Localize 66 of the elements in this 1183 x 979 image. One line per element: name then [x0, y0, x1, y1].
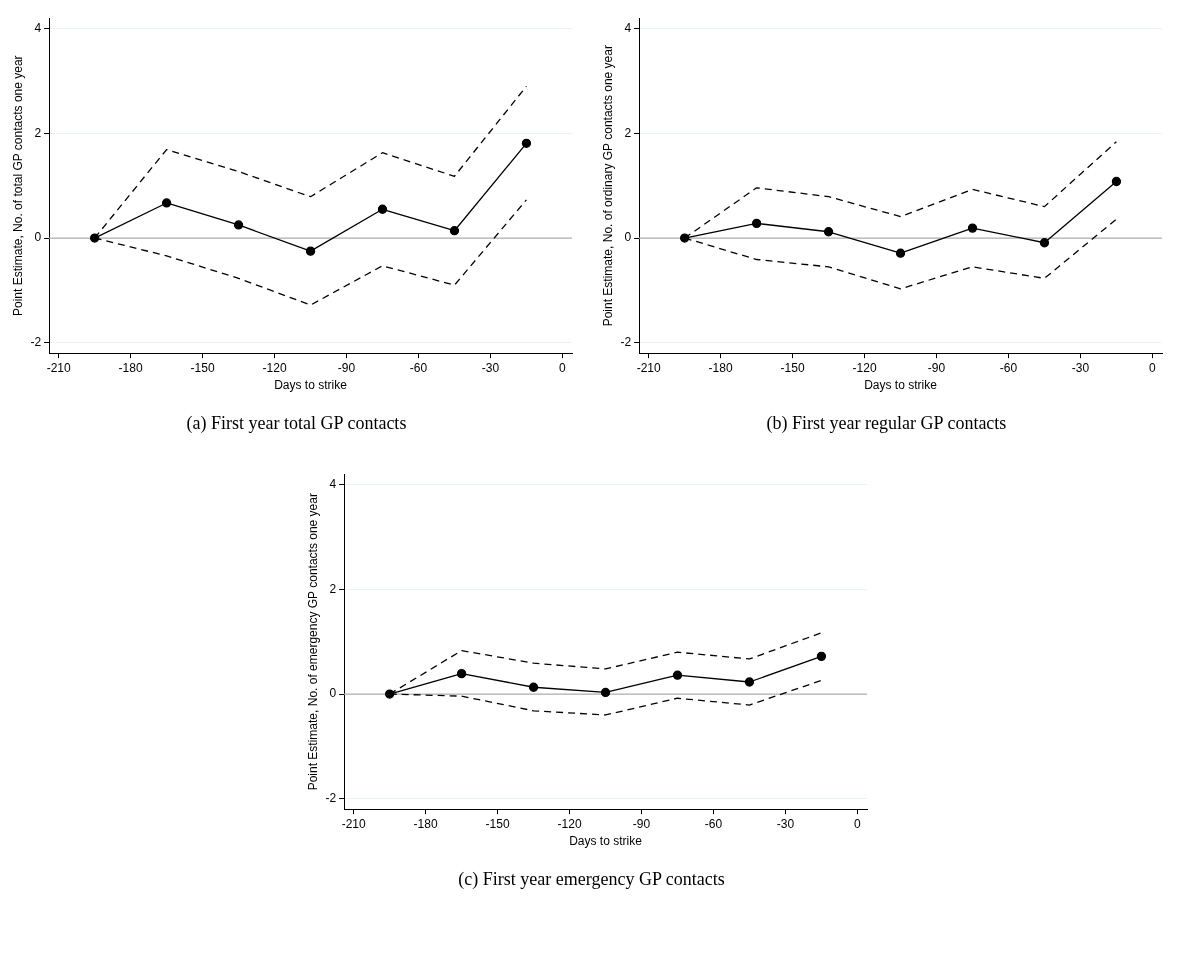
x-tick-label: -120 — [557, 816, 582, 831]
x-axis-title: Days to strike — [569, 834, 643, 849]
y-tick-label: 0 — [624, 230, 632, 245]
x-axis-title: Days to strike — [864, 378, 938, 393]
point — [233, 220, 244, 230]
x-tick-label: -210 — [636, 360, 661, 375]
x-tick-label: -150 — [190, 360, 215, 375]
x-tick-label: -180 — [708, 360, 733, 375]
x-tick-label: -210 — [46, 360, 71, 375]
x-tick-label: -60 — [999, 360, 1018, 375]
point — [672, 670, 683, 680]
y-tick-label: 2 — [34, 125, 42, 140]
x-tick-label: -30 — [1071, 360, 1090, 375]
y-tick-label: 0 — [329, 686, 337, 701]
point — [680, 233, 690, 243]
text: (b) First year regular GP contacts — [766, 413, 1007, 434]
point — [377, 204, 388, 214]
x-tick-label: -90 — [927, 360, 946, 375]
point — [1039, 238, 1050, 248]
point — [90, 233, 100, 243]
x-tick-label: -30 — [481, 360, 500, 375]
y-tick-label: 2 — [329, 581, 337, 596]
x-tick-label: -120 — [262, 360, 287, 375]
y-tick-label: 0 — [34, 230, 42, 245]
x-tick-label: 0 — [1149, 360, 1157, 375]
point — [895, 248, 906, 258]
y-axis-title: Point Estimate, No. of ordinary GP contacts one year — [600, 45, 615, 327]
point — [528, 682, 539, 692]
x-tick-label: -90 — [337, 360, 356, 375]
point — [385, 689, 395, 699]
y-tick-label: 4 — [329, 476, 337, 491]
point — [456, 668, 467, 679]
text: (c) First year emergency GP contacts — [458, 869, 725, 890]
y-tick-label: -2 — [325, 791, 337, 806]
point — [967, 223, 978, 233]
x-tick-label: -150 — [780, 360, 805, 375]
y-tick-label: -2 — [620, 335, 632, 350]
y-tick-label: 2 — [624, 125, 632, 140]
y-axis-title: Point Estimate, No. of emergency GP contacts one year — [305, 493, 320, 791]
x-tick-label: -60 — [409, 360, 428, 375]
point — [305, 246, 316, 256]
point — [744, 677, 755, 687]
y-tick-label: 4 — [34, 20, 42, 35]
point — [823, 227, 834, 237]
point — [816, 651, 827, 662]
x-tick-label: -90 — [632, 816, 651, 831]
x-tick-label: -120 — [852, 360, 877, 375]
x-tick-label: -30 — [776, 816, 795, 831]
x-tick-label: -60 — [704, 816, 723, 831]
point — [521, 138, 532, 148]
point — [161, 198, 172, 208]
point — [751, 218, 762, 229]
x-tick-label: -210 — [341, 816, 366, 831]
x-tick-label: -180 — [118, 360, 143, 375]
x-axis-title: Days to strike — [274, 378, 348, 393]
x-tick-label: -150 — [485, 816, 510, 831]
point — [1111, 176, 1122, 187]
x-tick-label: 0 — [559, 360, 567, 375]
x-tick-label: -180 — [413, 816, 438, 831]
y-axis-title: Point Estimate, No. of total GP contacts one year — [10, 55, 25, 316]
text: (a) First year total GP contacts — [186, 413, 407, 434]
x-tick-label: 0 — [854, 816, 862, 831]
point — [449, 226, 460, 236]
point — [600, 687, 611, 698]
y-tick-label: 4 — [624, 20, 632, 35]
y-tick-label: -2 — [30, 335, 42, 350]
